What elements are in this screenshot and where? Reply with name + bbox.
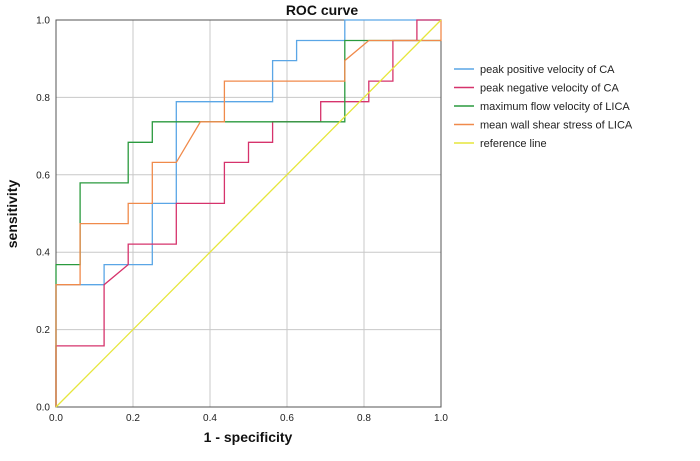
x-tick-label: 0.0: [49, 413, 63, 424]
legend-label: peak positive velocity of CA: [480, 64, 615, 76]
x-tick-label: 1.0: [434, 413, 448, 424]
series-line-5: [55, 19, 442, 408]
series-line-3: [55, 39, 441, 407]
legend-label: maximum flow velocity of LICA: [480, 101, 630, 113]
y-tick-label: 0.8: [36, 93, 50, 104]
series-line-4: [55, 20, 442, 407]
y-axis-title: sensitivity: [4, 180, 20, 249]
y-tick-label: 1.0: [36, 16, 50, 27]
legend-label: mean wall shear stress of LICA: [480, 120, 633, 132]
plot-frame: [55, 19, 442, 408]
y-tick-label: 0.4: [36, 248, 50, 259]
x-axis-title: 1 - specificity: [204, 429, 293, 445]
y-tick-label: 0.0: [36, 403, 50, 414]
series-lines: [55, 19, 442, 408]
y-tick-label: 0.2: [36, 325, 50, 336]
x-tick-label: 0.4: [203, 413, 217, 424]
legend: peak positive velocity of CA peak negativ…: [454, 64, 633, 150]
axis-ticks: 0.0 0.2 0.4 0.6 0.8 1.0 0.0 0.2 0.4 0.6 0.8 1.0: [36, 16, 448, 425]
x-tick-label: 0.8: [357, 413, 371, 424]
series-line-1: [55, 19, 441, 407]
x-tick-label: 0.6: [280, 413, 294, 424]
y-tick-label: 0.6: [36, 170, 50, 181]
legend-label: reference line: [480, 138, 547, 150]
x-tick-label: 0.2: [126, 413, 140, 424]
grid: [56, 20, 441, 407]
chart-title: ROC curve: [286, 2, 359, 18]
legend-label: peak negative velocity of CA: [480, 83, 619, 95]
